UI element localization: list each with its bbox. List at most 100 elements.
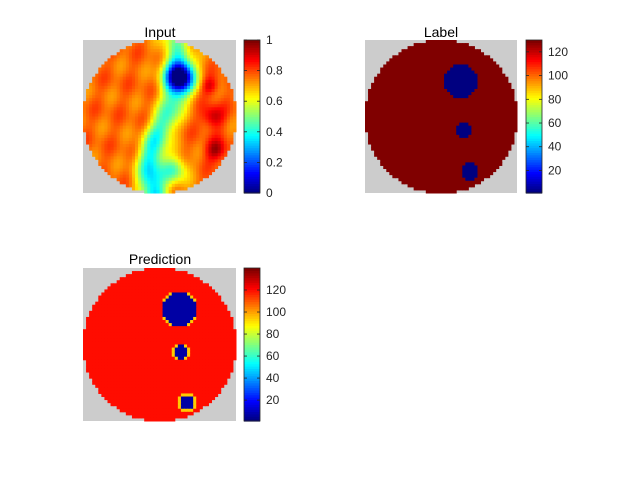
heatmap-cell	[486, 61, 491, 65]
colorbar-segment	[526, 159, 542, 163]
heatmap-cell	[413, 165, 418, 170]
heatmap-cell	[232, 122, 237, 127]
heatmap-cell	[208, 289, 213, 293]
heatmap-cell	[365, 119, 369, 124]
heatmap-cell	[437, 64, 442, 69]
heatmap-cell	[398, 125, 402, 130]
heatmap-cell	[453, 153, 457, 157]
heatmap-cell	[483, 168, 488, 173]
heatmap-cell	[196, 304, 200, 309]
heatmap-cell	[122, 180, 127, 185]
heatmap-cell	[453, 70, 457, 75]
heatmap-cell	[199, 101, 203, 105]
heatmap-cell	[477, 92, 482, 96]
colorbar-segment	[244, 171, 260, 175]
heatmap-cell	[138, 49, 142, 53]
heatmap-cell	[177, 310, 182, 315]
heatmap-cell	[162, 140, 167, 145]
heatmap-cell	[217, 119, 222, 124]
heatmap-cell	[465, 116, 469, 121]
heatmap-cell	[377, 116, 381, 121]
heatmap-cell	[89, 335, 93, 339]
heatmap-cell	[480, 131, 485, 136]
heatmap-cell	[407, 101, 412, 105]
heatmap-cell	[477, 125, 482, 130]
heatmap-cell	[211, 310, 216, 315]
heatmap-cell	[380, 98, 384, 102]
heatmap-cell	[465, 58, 469, 62]
heatmap-cell	[147, 43, 151, 47]
heatmap-cell	[214, 131, 219, 136]
heatmap-cell	[128, 67, 133, 72]
heatmap-cell	[202, 85, 206, 90]
heatmap-cell	[419, 98, 424, 102]
heatmap-cell	[107, 335, 112, 339]
heatmap-cell	[456, 88, 460, 93]
heatmap-cell	[135, 58, 139, 62]
heatmap-cell	[177, 76, 182, 81]
heatmap-cell	[177, 292, 182, 297]
heatmap-cell	[220, 316, 225, 321]
heatmap-cell	[450, 70, 454, 75]
heatmap-cell	[474, 131, 478, 136]
heatmap-cell	[413, 55, 418, 59]
heatmap-cell	[131, 320, 136, 324]
heatmap-cell	[119, 82, 124, 87]
heatmap-cell	[199, 70, 203, 75]
heatmap-cell	[165, 119, 170, 124]
heatmap-cell	[162, 307, 167, 312]
heatmap-cell	[202, 88, 206, 93]
heatmap-cell	[156, 92, 160, 96]
heatmap-cell	[107, 128, 112, 133]
heatmap-cell	[150, 295, 154, 300]
heatmap-cell	[428, 67, 433, 72]
heatmap-cell	[153, 180, 157, 185]
heatmap-cell	[156, 128, 160, 133]
heatmap-cell	[144, 174, 148, 179]
heatmap-cell	[131, 98, 136, 102]
heatmap-cell	[202, 153, 206, 157]
heatmap-cell	[477, 52, 482, 56]
heatmap-cell	[113, 95, 118, 99]
heatmap-cell	[183, 85, 188, 90]
heatmap-cell	[138, 332, 142, 336]
heatmap-cell	[398, 177, 402, 182]
heatmap-cell	[214, 307, 219, 312]
heatmap-cell	[98, 134, 102, 139]
heatmap-cell	[462, 85, 466, 90]
heatmap-cell	[168, 310, 173, 315]
colorbar-segment	[526, 128, 542, 132]
heatmap-cell	[165, 98, 170, 102]
heatmap-cell	[187, 79, 191, 84]
heatmap-cell	[135, 107, 139, 111]
heatmap-cell	[462, 73, 466, 78]
heatmap-cell	[138, 310, 142, 315]
colorbar-segment	[526, 188, 542, 192]
heatmap-cell	[159, 268, 164, 272]
heatmap-cell	[477, 180, 482, 185]
heatmap-cell	[389, 128, 393, 133]
heatmap-cell	[395, 110, 399, 114]
heatmap-cell	[474, 88, 478, 93]
heatmap-cell	[419, 168, 424, 173]
heatmap-cell	[159, 98, 164, 102]
heatmap-cell	[89, 316, 93, 321]
heatmap-cell	[150, 144, 154, 148]
heatmap-cell	[116, 335, 121, 339]
heatmap-cell	[223, 119, 228, 124]
heatmap-cell	[101, 332, 105, 336]
heatmap-cell	[193, 85, 197, 90]
heatmap-cell	[141, 82, 145, 87]
heatmap-cell	[180, 171, 185, 176]
heatmap-cell	[437, 119, 442, 124]
heatmap-cell	[141, 298, 145, 303]
heatmap-cell	[205, 332, 209, 336]
heatmap-cell	[383, 119, 387, 124]
heatmap-cell	[441, 64, 445, 69]
colorbar-segment	[526, 94, 542, 98]
heatmap-cell	[474, 70, 478, 75]
heatmap-cell	[125, 119, 130, 124]
heatmap-cell	[477, 61, 482, 65]
heatmap-cell	[144, 177, 148, 182]
heatmap-cell	[459, 165, 463, 170]
